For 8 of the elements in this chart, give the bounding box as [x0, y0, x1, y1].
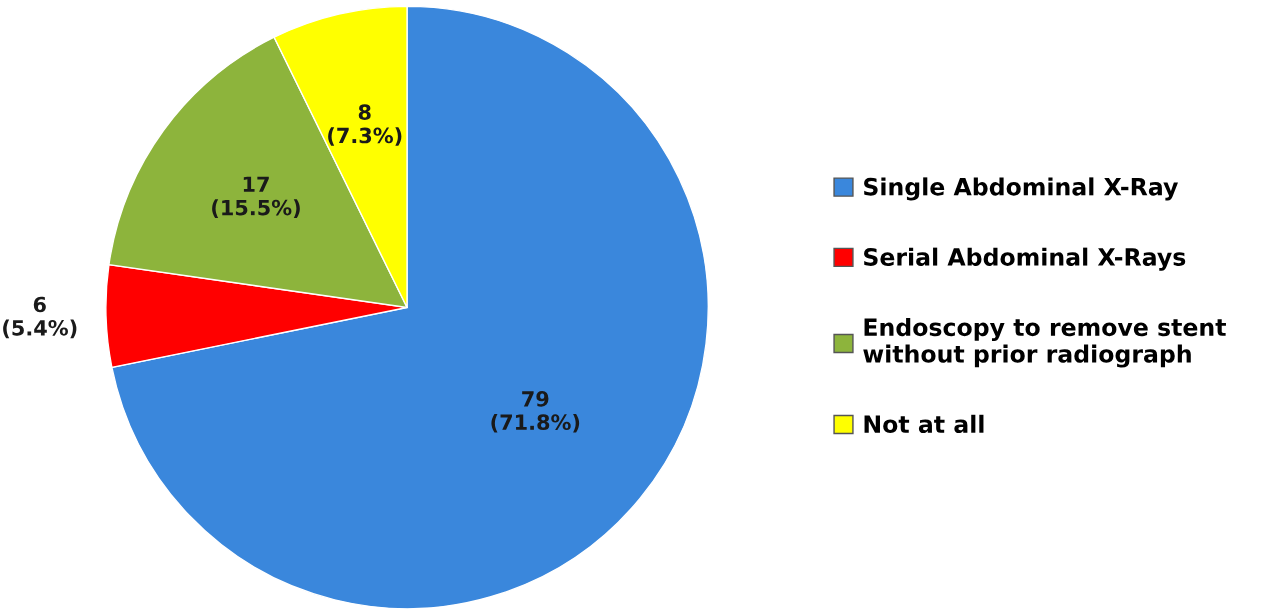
data-label: 8 (7.3%) [328, 104, 402, 146]
legend-label: Single Abdominal X-Ray [864, 177, 1178, 201]
legend-label: Not at all [864, 414, 984, 434]
legend-label: Endoscopy to remove stent without prior radiograph [863, 317, 1226, 368]
data-label: 79 (71.8%) [491, 391, 580, 433]
data-label: 6 (5.4%) [3, 296, 77, 339]
legend-label: Serial Abdominal X-Rays [864, 247, 1186, 271]
data-label: 17 (15.5%) [212, 176, 300, 218]
